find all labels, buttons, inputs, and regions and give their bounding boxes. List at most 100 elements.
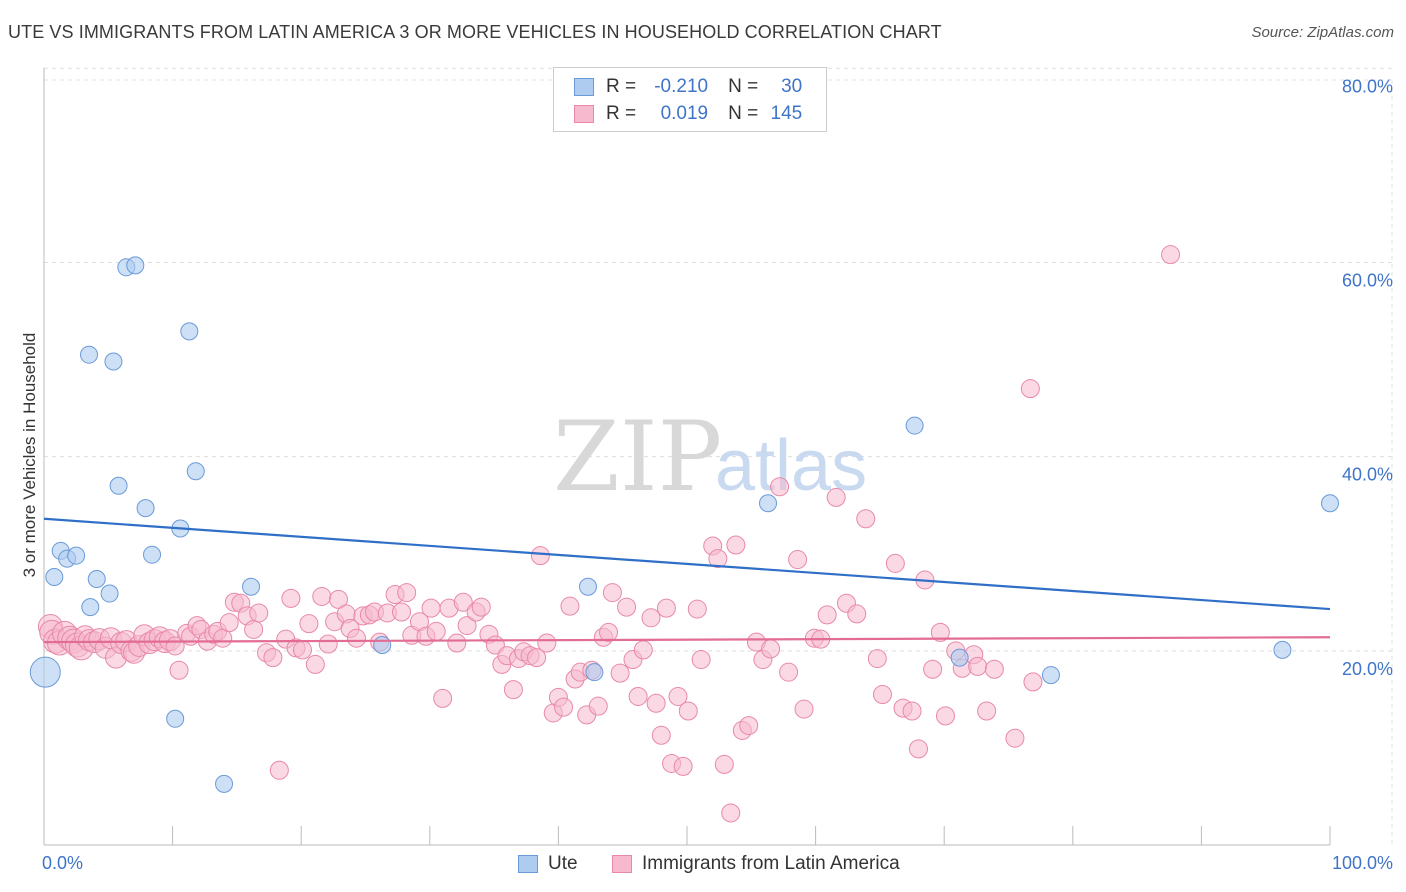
latam-point	[503, 680, 523, 700]
ute-point	[242, 577, 261, 596]
ute-point	[578, 577, 597, 596]
ute-point	[126, 256, 145, 275]
latam-point	[673, 756, 693, 776]
latam-swatch	[574, 105, 594, 123]
latam-point	[930, 622, 950, 642]
latam-point	[770, 477, 790, 497]
ute-point	[950, 648, 969, 667]
ute-point	[100, 584, 119, 603]
ute-point	[166, 709, 185, 728]
ute-point	[759, 494, 778, 513]
latam-point	[646, 693, 666, 713]
latam-point	[318, 634, 338, 654]
data-points	[29, 245, 1339, 823]
y-tick-label: 80.0%	[1342, 76, 1393, 96]
latam-point	[779, 662, 799, 682]
tick-labels: 20.0% 40.0% 60.0% 80.0% 0.0% 100.0%	[42, 76, 1393, 873]
latam-point	[641, 608, 661, 628]
ute-point	[81, 598, 100, 617]
ute-trend-line	[43, 517, 1331, 611]
y-axis-label: 3 or more Vehicles in Household	[20, 333, 39, 578]
ute-point	[180, 322, 199, 341]
latam-point	[447, 633, 467, 653]
latam-point	[761, 639, 781, 659]
latam-point	[968, 656, 988, 676]
latam-point	[1005, 728, 1025, 748]
x-tick-label: 0.0%	[42, 853, 83, 873]
latam-point	[872, 685, 892, 705]
latam-point	[602, 583, 622, 603]
ute-point	[45, 568, 64, 587]
latam-point	[867, 649, 887, 669]
latam-point	[249, 603, 269, 623]
latam-point	[588, 696, 608, 716]
ute-swatch	[518, 855, 538, 873]
latam-trend-line	[43, 636, 1331, 644]
y-tick-label: 20.0%	[1342, 659, 1393, 679]
latam-point	[346, 628, 366, 648]
latam-point	[433, 688, 453, 708]
legend-row-ute: R = -0.210 N = 30	[574, 74, 802, 100]
latam-point	[599, 622, 619, 642]
ute-point	[585, 663, 604, 682]
correlation-legend: R = -0.210 N = 30 R = 0.019 N = 145	[553, 67, 827, 132]
latam-point	[392, 602, 412, 622]
latam-point	[269, 760, 289, 780]
bottom-legend-label: Immigrants from Latin America	[642, 853, 900, 874]
latam-point	[1023, 672, 1043, 692]
latam-point	[691, 650, 711, 670]
ute-point	[109, 476, 128, 495]
latam-point	[560, 596, 580, 616]
ute-point	[143, 545, 162, 564]
latam-point	[656, 598, 676, 618]
bottom-legend-latam: Immigrants from Latin America	[612, 851, 900, 877]
latam-point	[977, 701, 997, 721]
ute-point	[80, 345, 99, 364]
latam-point	[610, 663, 630, 683]
latam-point	[856, 509, 876, 529]
ute-point	[136, 499, 155, 518]
latam-point	[984, 659, 1004, 679]
latam-point	[885, 553, 905, 573]
latam-point	[169, 660, 189, 680]
legend-row-latam: R = 0.019 N = 145	[574, 101, 802, 127]
ute-point	[1321, 494, 1339, 513]
latam-point	[721, 803, 741, 823]
latam-point	[219, 613, 239, 633]
source-label: Source: ZipAtlas.com	[1251, 24, 1394, 41]
bottom-legend-label: Ute	[548, 853, 578, 874]
latam-point	[628, 686, 648, 706]
latam-point	[527, 648, 547, 668]
latam-point	[426, 621, 446, 641]
latam-point	[305, 654, 325, 674]
r-label: R =	[606, 76, 637, 97]
y-tick-label: 40.0%	[1342, 465, 1393, 485]
latam-point	[651, 725, 671, 745]
latam-point	[397, 583, 417, 603]
latam-point	[457, 616, 477, 636]
n-value: 145	[770, 103, 803, 124]
ute-point	[373, 635, 392, 654]
n-label: N =	[728, 103, 759, 124]
ute-point	[104, 352, 123, 371]
r-label: R =	[606, 103, 637, 124]
r-value: -0.210	[654, 76, 709, 97]
latam-point	[1020, 379, 1040, 399]
ute-point	[1273, 640, 1292, 659]
ute-point	[905, 416, 924, 435]
latam-point	[312, 586, 332, 606]
latam-point	[847, 604, 867, 624]
latam-point	[908, 739, 928, 759]
ute-point	[87, 569, 106, 588]
chart-title: UTE VS IMMIGRANTS FROM LATIN AMERICA 3 O…	[8, 22, 942, 42]
latam-point	[537, 633, 557, 653]
y-tick-label: 60.0%	[1342, 270, 1393, 290]
latam-point	[299, 614, 319, 634]
latam-point	[244, 619, 264, 639]
latam-point	[292, 640, 312, 660]
ute-point	[67, 546, 86, 565]
latam-point	[826, 487, 846, 507]
ute-point	[1041, 666, 1060, 685]
n-label: N =	[728, 76, 759, 97]
latam-point	[817, 605, 837, 625]
